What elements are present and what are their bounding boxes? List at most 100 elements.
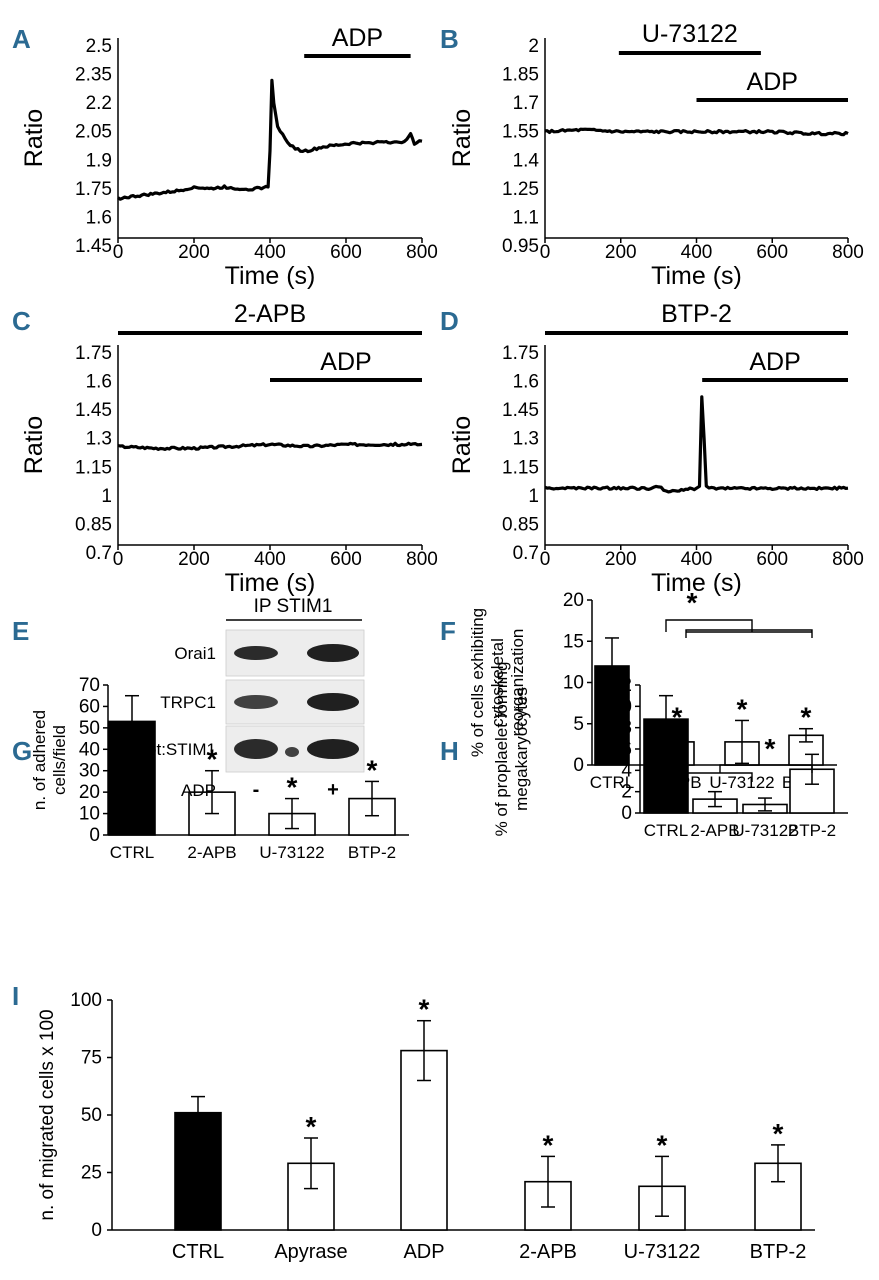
y-axis-label-D: Ratio [448,416,476,474]
y-tick-label-A: 1.9 [86,150,112,171]
y-tick-label-H: 4 [621,760,632,781]
blot-title: IP STIM1 [254,596,333,617]
y-tick-label-H: 8 [621,718,632,739]
panel-label-E: E [12,616,29,646]
x-tick-label-B: 600 [756,242,788,263]
trace-D [544,395,849,494]
x-tick-label-A: 600 [330,242,362,263]
comparison-bracket-H [665,619,753,632]
y-axis-label-A: Ratio [20,109,48,167]
x-tick-label-B: 0 [540,242,551,263]
y-tick-label-G: 70 [79,675,100,696]
y-tick-label-D: 1 [528,486,539,507]
y-tick-label-A: 2.2 [86,93,112,114]
significance-star-G: * [287,772,298,803]
x-category-label-F: CTRL [590,773,634,792]
trace-A [117,78,423,201]
y-tick-label-B: 0.95 [502,236,539,257]
x-tick-label-D: 800 [832,549,864,570]
y-tick-label-H: 12 [611,675,632,696]
x-category-label-I: U-73122 [624,1241,701,1263]
y-axis-label-C: Ratio [20,416,48,474]
significance-star-F: * [737,693,748,724]
treatment-label-A: ADP [332,24,383,52]
x-category-label-I: Apyrase [274,1241,347,1263]
x-tick-label-C: 800 [406,549,438,570]
y-tick-label-C: 1 [101,486,112,507]
x-tick-label-A: 800 [406,242,438,263]
y-tick-label-H: 10 [611,696,632,717]
treatment-label-D: BTP-2 [661,300,732,328]
y-tick-label-D: 1.45 [502,400,539,421]
y-tick-label-A: 1.75 [75,179,112,200]
x-category-label-H: U-73122 [732,821,797,840]
x-tick-label-B: 800 [832,242,864,263]
panel-label-I: I [12,981,19,1011]
x-tick-label-D: 600 [756,549,788,570]
y-tick-label-I: 100 [70,990,102,1011]
y-tick-label-I: 50 [81,1105,102,1126]
comparison-star-H: * [765,733,776,764]
x-tick-label-C: 0 [113,549,124,570]
treatment-label-D: ADP [749,348,800,376]
x-category-label-G: CTRL [110,843,154,862]
y-axis-label-H: % of proplaelet formingmegakaryocytes [492,662,531,837]
y-axis-label-F: % of cells exhibitingcytoskeletalreorgan… [468,608,527,757]
y-tick-label-B: 1.1 [513,207,539,228]
treatment-label-C: 2-APB [234,300,306,328]
x-tick-label-A: 400 [254,242,286,263]
blot-band [234,739,278,759]
comparison-star-H: * [687,587,698,618]
significance-star-I: * [419,994,430,1025]
y-tick-label-C: 0.7 [86,543,112,564]
significance-star-G: * [207,744,218,775]
y-tick-label-F: 5 [573,714,584,735]
significance-star-F: * [672,702,683,733]
x-category-label-H: BTP-2 [788,821,836,840]
x-tick-label-C: 600 [330,549,362,570]
trace-B [544,127,849,137]
y-tick-label-B: 1.7 [513,93,539,114]
y-tick-label-H: 6 [621,739,632,760]
x-tick-label-A: 200 [178,242,210,263]
y-tick-label-F: 10 [563,673,584,694]
x-tick-label-C: 200 [178,549,210,570]
y-tick-label-F: 20 [563,590,584,611]
significance-star-F: * [801,702,812,733]
y-tick-label-A: 1.6 [86,207,112,228]
x-axis-label-C: Time (s) [225,569,316,597]
y-tick-label-G: 40 [79,739,100,760]
blot-row-label: TRPC1 [160,693,216,712]
y-tick-label-C: 1.3 [86,429,112,450]
y-tick-label-C: 1.15 [75,457,112,478]
y-axis-label-I: n. of migrated cells x 100 [37,1009,58,1220]
y-tick-label-G: 50 [79,718,100,739]
panel-label-D: D [440,306,459,336]
y-tick-label-I: 0 [91,1220,102,1241]
y-tick-label-G: 20 [79,782,100,803]
significance-star-I: * [543,1129,554,1160]
x-category-label-H: CTRL [644,821,688,840]
y-tick-label-A: 2.05 [75,122,112,143]
significance-star-I: * [773,1118,784,1149]
panel-label-B: B [440,24,459,54]
y-tick-label-B: 2 [528,36,539,57]
blot-band [307,739,359,759]
x-tick-label-D: 400 [681,549,713,570]
y-tick-label-A: 2.35 [75,65,112,86]
x-category-label-I: CTRL [172,1241,224,1263]
y-axis-label-G: n. of adheredcells/field [30,710,69,810]
x-tick-label-D: 200 [605,549,637,570]
y-tick-label-G: 60 [79,696,100,717]
x-tick-label-B: 400 [681,242,713,263]
y-tick-label-I: 75 [81,1048,102,1069]
y-tick-label-B: 1.55 [502,122,539,143]
y-tick-label-C: 0.85 [75,514,112,535]
significance-star-I: * [657,1129,668,1160]
y-tick-label-F: 15 [563,631,584,652]
y-tick-label-G: 0 [89,825,100,846]
significance-star-I: * [306,1111,317,1142]
y-tick-label-C: 1.45 [75,400,112,421]
